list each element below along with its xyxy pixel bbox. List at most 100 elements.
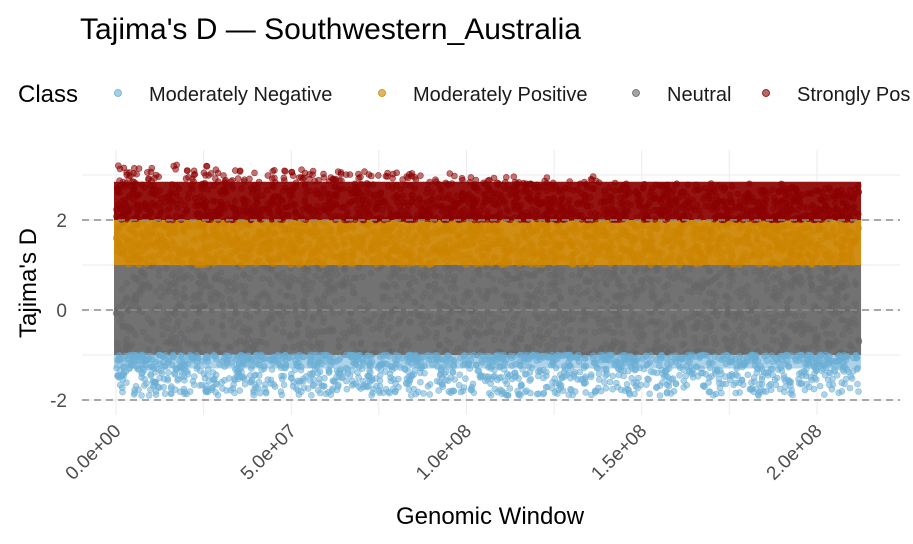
data-point bbox=[595, 370, 603, 378]
data-point bbox=[230, 381, 237, 388]
data-point bbox=[451, 172, 458, 180]
data-point bbox=[567, 374, 574, 382]
data-point bbox=[680, 377, 688, 385]
data-point bbox=[287, 370, 295, 378]
data-point bbox=[594, 384, 602, 392]
data-point bbox=[510, 173, 518, 180]
data-point bbox=[366, 376, 373, 384]
data-point bbox=[172, 386, 179, 393]
data-point bbox=[368, 392, 375, 399]
data-point bbox=[468, 386, 475, 394]
data-point bbox=[787, 378, 795, 386]
data-point bbox=[316, 368, 324, 376]
data-point bbox=[569, 391, 576, 399]
data-point bbox=[542, 383, 550, 391]
data-point bbox=[212, 389, 220, 396]
data-point bbox=[587, 373, 595, 381]
data-point bbox=[343, 385, 351, 393]
data-point bbox=[330, 378, 338, 385]
data-point bbox=[734, 372, 741, 380]
series-strongly-positive bbox=[113, 161, 863, 224]
data-point bbox=[558, 374, 566, 382]
legend-item: Strongly Pos bbox=[762, 84, 910, 106]
data-point bbox=[488, 375, 496, 383]
data-point bbox=[517, 382, 525, 390]
data-point bbox=[236, 387, 243, 394]
data-point bbox=[820, 391, 828, 398]
data-point bbox=[186, 388, 194, 395]
data-point bbox=[577, 376, 584, 383]
data-point bbox=[405, 373, 413, 381]
data-point bbox=[152, 391, 160, 398]
legend-label: Moderately Negative bbox=[149, 84, 332, 106]
data-point bbox=[716, 367, 724, 375]
scatter-points bbox=[112, 161, 863, 399]
data-point bbox=[506, 385, 514, 392]
data-point bbox=[601, 378, 608, 386]
data-point bbox=[308, 391, 315, 399]
data-point bbox=[145, 392, 153, 399]
data-point bbox=[329, 385, 337, 392]
data-point bbox=[645, 376, 652, 383]
data-point bbox=[665, 382, 673, 390]
data-point bbox=[701, 383, 708, 391]
data-point bbox=[537, 368, 544, 376]
data-point bbox=[117, 381, 124, 389]
data-point bbox=[386, 389, 393, 397]
data-point bbox=[246, 378, 254, 386]
data-point bbox=[387, 374, 394, 382]
data-point bbox=[164, 376, 172, 384]
data-point bbox=[196, 382, 203, 389]
data-point bbox=[543, 372, 550, 380]
data-point bbox=[762, 369, 770, 377]
data-point bbox=[515, 390, 523, 398]
data-point bbox=[403, 380, 411, 388]
series-moderately-negative bbox=[113, 351, 862, 399]
data-point bbox=[414, 388, 422, 396]
data-point bbox=[147, 370, 154, 378]
legend-item: Moderately Negative bbox=[114, 84, 332, 106]
data-point bbox=[119, 388, 126, 396]
data-point bbox=[855, 388, 862, 395]
data-point bbox=[715, 379, 723, 387]
data-point bbox=[219, 385, 226, 392]
data-point bbox=[294, 377, 301, 385]
data-point bbox=[797, 380, 805, 388]
data-point bbox=[252, 371, 259, 379]
legend-label: Strongly Pos bbox=[797, 84, 910, 106]
data-point bbox=[271, 174, 278, 182]
data-point bbox=[316, 389, 324, 397]
data-point bbox=[712, 390, 720, 398]
data-point bbox=[706, 388, 714, 395]
data-point bbox=[342, 377, 350, 385]
data-point bbox=[667, 390, 675, 397]
data-point bbox=[854, 380, 861, 388]
data-point bbox=[202, 387, 209, 394]
data-point bbox=[634, 384, 641, 392]
data-point bbox=[469, 380, 477, 388]
data-point bbox=[846, 384, 854, 392]
data-point bbox=[165, 369, 172, 376]
data-point bbox=[384, 173, 391, 180]
data-point bbox=[250, 386, 257, 394]
data-point bbox=[277, 388, 285, 395]
data-point bbox=[606, 378, 614, 386]
data-point bbox=[335, 369, 342, 377]
data-point bbox=[123, 379, 130, 386]
data-point bbox=[694, 372, 702, 380]
data-point bbox=[436, 371, 444, 379]
data-point bbox=[477, 374, 484, 381]
data-point bbox=[426, 391, 434, 398]
data-point bbox=[421, 369, 428, 377]
dense-band bbox=[114, 355, 862, 369]
data-point bbox=[647, 368, 655, 375]
data-point bbox=[656, 382, 664, 389]
data-point bbox=[447, 374, 455, 381]
data-point bbox=[364, 382, 372, 390]
data-point bbox=[417, 172, 424, 179]
data-point bbox=[218, 378, 225, 386]
data-point bbox=[417, 378, 424, 386]
data-point bbox=[355, 383, 363, 391]
legend-label: Neutral bbox=[667, 84, 731, 106]
